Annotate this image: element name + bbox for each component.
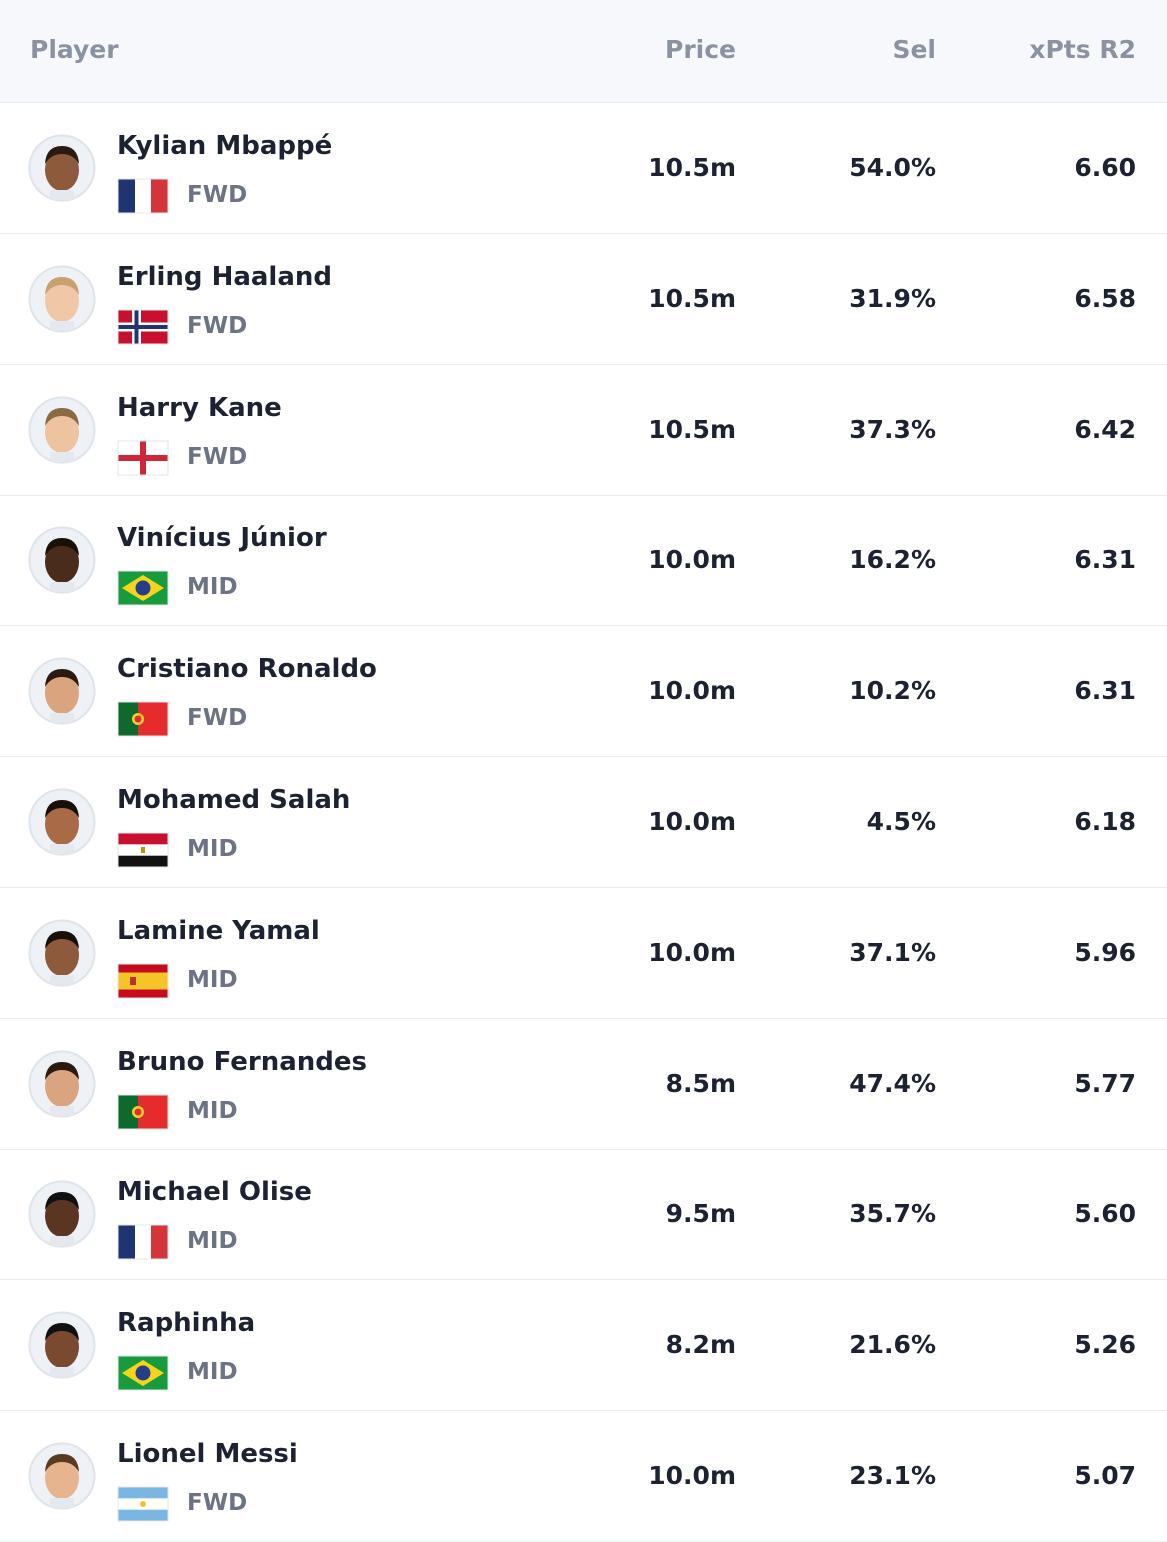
player-price: 10.5m: [648, 153, 736, 182]
player-price: 10.0m: [648, 937, 736, 967]
player-position: FWD: [187, 443, 248, 470]
player-avatar: [28, 1311, 96, 1379]
player-row[interactable]: Raphinha MID 8.2m 21.6% 5.26: [0, 1280, 1167, 1412]
player-price: 10.5m: [648, 283, 736, 313]
player-row[interactable]: Kylian Mbappé FWD 10.5m 54.0% 6.60: [0, 103, 1167, 234]
player-price: 10.0m: [648, 545, 736, 575]
player-name[interactable]: Lamine Yamal: [117, 915, 320, 946]
country-flag: [117, 1094, 169, 1130]
player-selection: 31.9%: [849, 283, 936, 313]
player-xpts: 5.77: [1074, 1068, 1136, 1098]
player-position: FWD: [187, 1490, 248, 1516]
player-xpts: 6.60: [1074, 153, 1136, 182]
country-flag: [117, 178, 169, 214]
player-position: MID: [187, 836, 238, 862]
player-avatar: [28, 526, 96, 594]
player-avatar: [28, 396, 96, 464]
country-flag: [117, 701, 169, 737]
player-row[interactable]: Lionel Messi FWD 10.0m 23.1% 5.07: [0, 1411, 1167, 1542]
player-xpts: 6.58: [1074, 283, 1136, 313]
player-price: 8.5m: [665, 1068, 736, 1098]
player-price: 10.0m: [648, 676, 736, 706]
player-xpts: 5.60: [1074, 1199, 1136, 1229]
player-position: FWD: [187, 705, 248, 732]
player-name[interactable]: Harry Kane: [117, 392, 282, 423]
player-name[interactable]: Raphinha: [117, 1308, 256, 1339]
player-name[interactable]: Michael Olise: [117, 1177, 312, 1208]
player-name[interactable]: Lionel Messi: [117, 1439, 298, 1469]
player-row[interactable]: Bruno Fernandes MID 8.5m 47.4% 5.77: [0, 1019, 1167, 1150]
player-selection: 54.0%: [849, 153, 936, 182]
player-name[interactable]: Mohamed Salah: [117, 785, 351, 815]
player-price: 10.0m: [648, 1461, 736, 1490]
player-avatar: [28, 1442, 96, 1510]
player-avatar: [28, 788, 96, 856]
player-position: MID: [187, 966, 238, 993]
country-flag: [117, 963, 169, 999]
player-position: MID: [187, 1097, 238, 1124]
player-xpts: 6.31: [1074, 545, 1136, 575]
player-row[interactable]: Michael Olise MID 9.5m 35.7% 5.60: [0, 1149, 1167, 1281]
player-position: MID: [187, 574, 238, 601]
player-position: MID: [187, 1359, 238, 1386]
header-sel[interactable]: Sel: [892, 35, 936, 64]
player-avatar: [28, 919, 96, 987]
player-avatar: [28, 1180, 96, 1248]
country-flag: [117, 309, 169, 345]
player-name[interactable]: Cristiano Ronaldo: [117, 654, 377, 685]
player-xpts: 5.26: [1074, 1330, 1136, 1360]
player-avatar: [28, 134, 96, 202]
player-selection: 35.7%: [849, 1199, 936, 1229]
country-flag: [117, 1224, 169, 1260]
player-selection: 23.1%: [849, 1461, 936, 1490]
player-xpts: 5.07: [1074, 1461, 1136, 1490]
player-selection: 47.4%: [849, 1068, 936, 1098]
player-name[interactable]: Erling Haaland: [117, 261, 333, 292]
player-xpts: 6.18: [1074, 807, 1136, 836]
player-avatar: [28, 657, 96, 725]
player-position: FWD: [187, 182, 248, 208]
player-name[interactable]: Bruno Fernandes: [117, 1046, 368, 1077]
country-flag: [117, 832, 169, 868]
player-selection: 4.5%: [866, 807, 936, 836]
player-row[interactable]: Harry Kane FWD 10.5m 37.3% 6.42: [0, 365, 1167, 496]
player-selection: 16.2%: [849, 545, 936, 575]
player-selection: 37.3%: [849, 414, 936, 444]
player-avatar: [28, 265, 96, 333]
player-row[interactable]: Erling Haaland FWD 10.5m 31.9% 6.58: [0, 234, 1167, 365]
country-flag: [117, 440, 169, 476]
table-header: Player Price Sel xPts R2: [0, 0, 1167, 103]
player-price: 10.5m: [648, 414, 736, 444]
country-flag: [117, 570, 169, 606]
player-price: 8.2m: [665, 1330, 736, 1360]
player-name[interactable]: Vinícius Júnior: [117, 523, 327, 554]
player-row[interactable]: Cristiano Ronaldo FWD 10.0m 10.2% 6.31: [0, 626, 1167, 758]
player-position: MID: [187, 1228, 238, 1255]
player-price: 10.0m: [648, 807, 736, 836]
header-price[interactable]: Price: [665, 35, 736, 64]
player-xpts: 5.96: [1074, 937, 1136, 967]
header-xpts[interactable]: xPts R2: [1029, 35, 1136, 64]
player-row[interactable]: Mohamed Salah MID 10.0m 4.5% 6.18: [0, 757, 1167, 888]
player-xpts: 6.31: [1074, 676, 1136, 706]
player-row[interactable]: Lamine Yamal MID 10.0m 37.1% 5.96: [0, 888, 1167, 1019]
player-row[interactable]: Vinícius Júnior MID 10.0m 16.2% 6.31: [0, 495, 1167, 627]
header-player: Player: [30, 35, 119, 64]
country-flag: [117, 1355, 169, 1391]
player-selection: 21.6%: [849, 1330, 936, 1360]
country-flag: [117, 1486, 169, 1522]
player-selection: 37.1%: [849, 937, 936, 967]
player-price: 9.5m: [665, 1199, 736, 1229]
player-selection: 10.2%: [849, 676, 936, 706]
player-name[interactable]: Kylian Mbappé: [117, 131, 333, 161]
player-avatar: [28, 1050, 96, 1118]
player-xpts: 6.42: [1074, 414, 1136, 444]
player-position: FWD: [187, 312, 248, 339]
